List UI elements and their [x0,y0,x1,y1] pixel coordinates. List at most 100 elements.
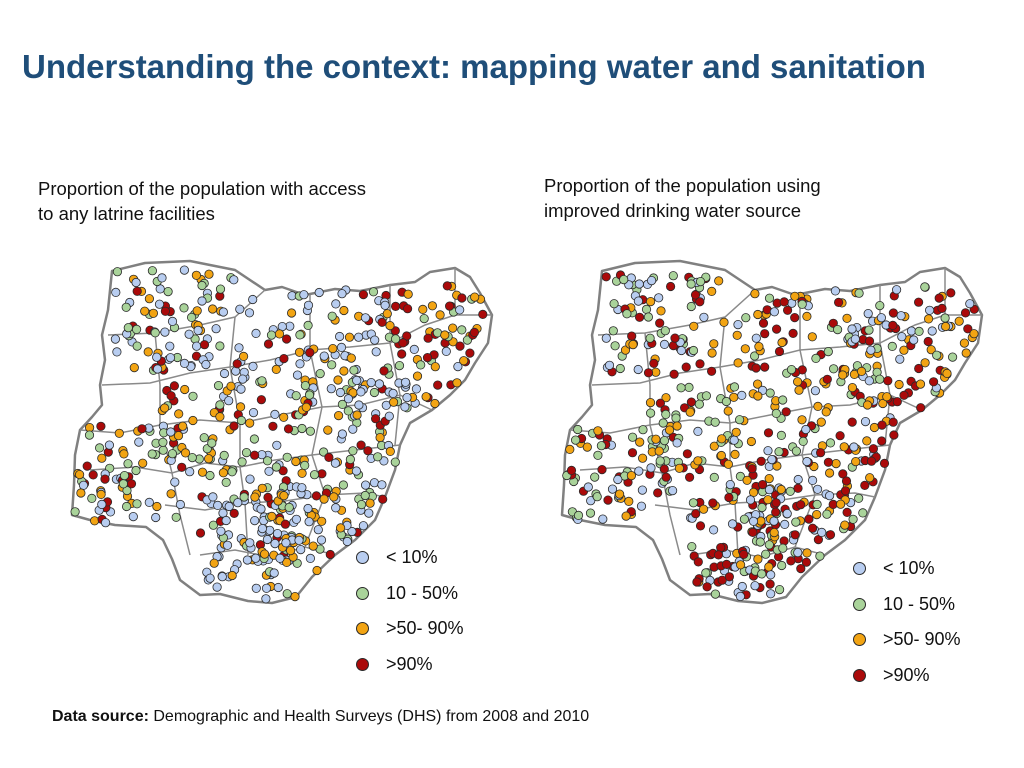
survey-cluster-dot [356,387,366,397]
survey-cluster-dot [676,345,686,356]
survey-cluster-dot [185,467,195,477]
survey-cluster-dot [295,330,305,340]
survey-cluster-dot [338,480,348,490]
survey-cluster-dot [801,557,811,567]
survey-cluster-dot [304,517,314,527]
survey-cluster-dot [592,492,602,502]
survey-cluster-dot [111,287,121,298]
survey-cluster-dot [470,292,480,302]
survey-cluster-dot [250,450,260,460]
survey-cluster-dot [430,398,440,409]
survey-cluster-dot [790,312,800,323]
survey-cluster-dot [751,363,761,373]
survey-cluster-dot [725,480,735,490]
survey-cluster-dot [271,462,281,472]
legend-label: >50- 90% [386,618,464,639]
legend-label: 10 - 50% [883,593,956,614]
survey-cluster-dot [370,414,381,424]
survey-cluster-dot [380,300,390,310]
survey-cluster-dot [668,271,678,281]
survey-cluster-dot [763,428,774,438]
survey-cluster-dot [312,565,322,576]
survey-cluster-dot [888,308,898,318]
survey-cluster-dot [637,485,648,495]
survey-cluster-dot [217,572,227,582]
survey-cluster-dot [245,418,255,428]
survey-cluster-dot [119,449,129,459]
data-source-note: Data source: Demographic and Health Surv… [52,708,589,726]
survey-cluster-dot [753,391,763,401]
survey-cluster-dot [121,501,132,512]
survey-cluster-dot [882,392,892,402]
survey-cluster-dot [397,349,407,359]
survey-cluster-dot [137,424,147,434]
survey-cluster-dot [178,421,188,431]
survey-cluster-dot [802,548,812,558]
survey-cluster-dot [798,436,808,446]
survey-cluster-dot [810,386,820,396]
survey-cluster-dot [104,440,115,450]
survey-cluster-dot [777,560,787,571]
survey-cluster-dot [823,347,833,357]
survey-cluster-dot [251,583,261,593]
survey-cluster-dot [313,525,323,535]
survey-cluster-dot [797,415,807,425]
survey-cluster-dot [295,359,305,369]
survey-cluster-dot [308,541,318,551]
survey-cluster-dot [721,396,731,407]
survey-cluster-dot [377,317,387,327]
survey-cluster-dot [282,589,292,599]
survey-cluster-dot [394,361,405,371]
map-title-latrine: Proportion of the population with access… [38,176,468,226]
survey-cluster-dot [783,305,793,315]
survey-cluster-dot [793,547,803,558]
survey-cluster-dot [274,329,285,339]
survey-cluster-dot [208,304,218,314]
survey-cluster-dot [590,472,600,482]
survey-cluster-dot [719,317,729,327]
survey-cluster-dot [209,558,219,568]
survey-cluster-dot [305,426,315,436]
survey-cluster-dot [402,304,413,314]
survey-cluster-dot [327,311,337,321]
survey-cluster-dot [832,325,843,335]
survey-cluster-dot [774,447,784,457]
survey-cluster-dot [329,492,339,502]
survey-cluster-dot [875,300,885,311]
survey-cluster-dot [76,488,86,498]
survey-cluster-dot [707,286,717,297]
survey-cluster-dot [729,392,739,402]
survey-cluster-dot [758,318,769,328]
survey-cluster-dot [766,570,776,580]
survey-cluster-dot [847,417,857,427]
survey-cluster-dot [596,441,607,451]
survey-cluster-dot [807,523,818,533]
survey-cluster-dot [94,443,105,453]
survey-cluster-dot [751,333,761,343]
survey-cluster-dot [923,314,934,324]
survey-cluster-dot [732,330,742,340]
survey-cluster-dot [453,362,463,372]
survey-cluster-dot [823,457,833,467]
survey-cluster-dot [346,353,356,363]
survey-cluster-dot [369,387,379,398]
survey-cluster-dot [686,279,696,289]
survey-cluster-dot [790,530,800,540]
survey-cluster-dot [649,358,659,369]
survey-cluster-dot [218,307,228,317]
survey-cluster-dot [309,470,320,480]
survey-cluster-dot [442,281,452,291]
survey-cluster-dot [344,332,355,342]
survey-cluster-dot [216,526,226,536]
survey-cluster-dot [123,459,133,469]
survey-cluster-dot [685,472,695,482]
survey-cluster-dot [422,353,433,363]
survey-cluster-dot [375,433,385,443]
survey-cluster-dot [221,515,231,526]
survey-cluster-dot [218,468,228,478]
survey-cluster-dot [294,535,304,545]
survey-cluster-dot [777,337,787,348]
survey-cluster-dot [89,516,100,526]
survey-cluster-dot [279,491,289,501]
survey-cluster-dot [707,348,717,358]
